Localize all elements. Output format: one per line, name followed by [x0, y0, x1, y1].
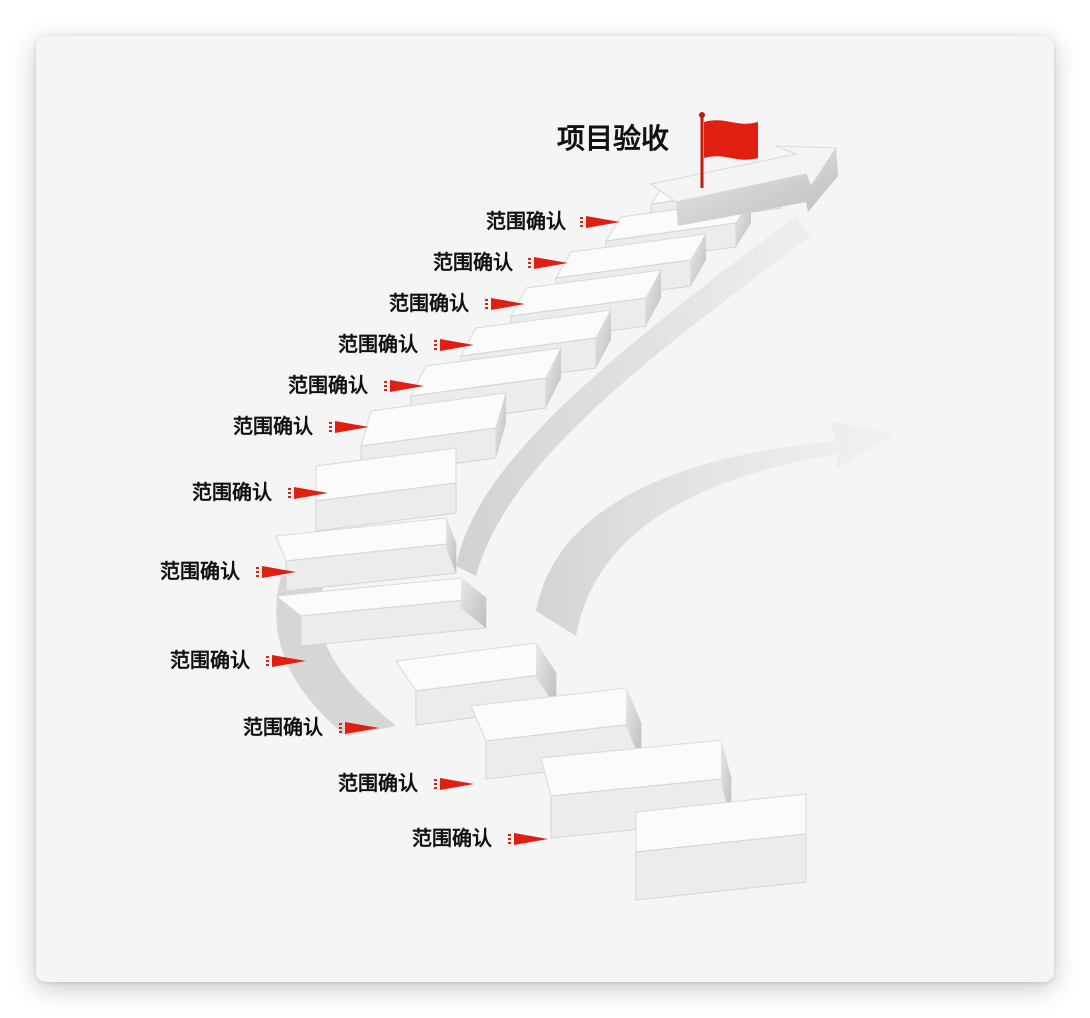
pointer-arrow-icon: [434, 778, 474, 790]
pointer-arrow-icon: [266, 655, 306, 667]
pointer-arrow-icon: [434, 339, 474, 351]
pointer-arrow-icon: [384, 380, 424, 392]
pointer-arrow-icon: [508, 833, 548, 845]
step-label: 范围确认: [170, 648, 250, 672]
flag-icon: [699, 112, 758, 188]
stair-step: [395, 642, 557, 726]
step-label: 范围确认: [233, 414, 313, 438]
pointer-arrow-icon: [329, 421, 369, 433]
pointer-arrow-icon: [256, 566, 296, 578]
pointer-arrow-icon: [288, 487, 328, 499]
pointer-arrow-icon: [339, 722, 379, 734]
stair-underside: [456, 216, 811, 576]
goal-label: 项目验收: [557, 122, 670, 155]
stair-step: [275, 517, 457, 592]
step-pointers: [256, 216, 620, 845]
step-label: 范围确认: [338, 332, 418, 356]
spiral-staircase: [256, 112, 896, 901]
step-label: 范围确认: [243, 715, 323, 739]
staircase-diagram: 项目验收 范围确认 范围确认 范围确认 范围确认 范围确认 范围确认 范围确认 …: [36, 36, 1054, 982]
step-label: 范围确认: [160, 559, 240, 583]
step-label: 范围确认: [486, 209, 566, 233]
step-label: 范围确认: [192, 480, 272, 504]
stair-step: [315, 447, 457, 532]
shadow-arrow: [536, 421, 896, 636]
step-label: 范围确认: [412, 826, 492, 850]
stair-step: [635, 793, 807, 901]
step-label: 范围确认: [433, 250, 513, 274]
step-label: 范围确认: [288, 373, 368, 397]
pointer-arrow-icon: [580, 216, 620, 228]
stair-steps: [274, 163, 807, 901]
pointer-arrow-icon: [528, 257, 568, 269]
step-label: 范围确认: [338, 771, 418, 795]
stair-step: [274, 577, 488, 647]
top-landing-arrow: [649, 145, 838, 226]
step-label: 范围确认: [389, 291, 469, 315]
pointer-arrow-icon: [485, 298, 525, 310]
